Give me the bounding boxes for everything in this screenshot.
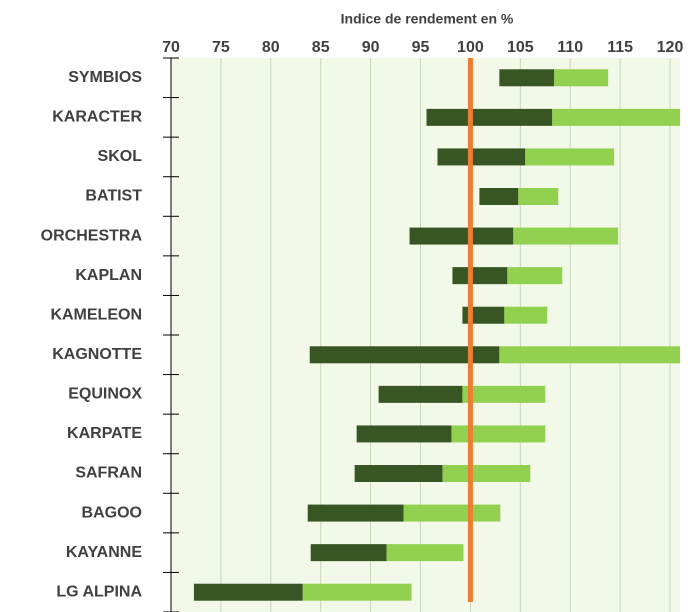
- bar-mid-high: [513, 227, 619, 245]
- bar-low-mid: [356, 425, 452, 443]
- y-tick-label: BAGOO: [82, 504, 142, 521]
- x-tick-label: 115: [607, 39, 633, 56]
- bar-low-mid: [409, 227, 514, 245]
- bar-low-mid: [452, 267, 508, 285]
- y-tick-label: KAPLAN: [75, 267, 142, 284]
- bar-low-mid: [307, 504, 404, 522]
- y-tick-label: SAFRAN: [75, 465, 142, 482]
- y-tick-label: SYMBIOS: [68, 69, 142, 86]
- x-tick-label: 95: [412, 39, 430, 56]
- bar-mid-high: [552, 108, 680, 126]
- x-tick-label: 110: [557, 39, 583, 56]
- y-tick-label: KAYANNE: [66, 544, 143, 561]
- bar-mid-high: [442, 465, 531, 482]
- bar-mid-high: [462, 385, 546, 403]
- bar-low-mid: [378, 385, 463, 403]
- bar-low-mid: [310, 544, 387, 562]
- plot-background: [171, 58, 680, 612]
- y-tick-label: KARPATE: [67, 425, 142, 442]
- bar-mid-high: [302, 583, 412, 601]
- bar-mid-high: [499, 346, 680, 364]
- y-tick-label: KARACTER: [52, 109, 142, 126]
- y-tick-label: LG ALPINA: [56, 583, 142, 600]
- bar-low-mid: [309, 346, 500, 364]
- bar-mid-high: [451, 425, 546, 443]
- axis-title: Indice de rendement en %: [341, 11, 514, 27]
- x-tick-label: 90: [362, 39, 380, 56]
- bar-mid-high: [386, 544, 464, 562]
- y-tick-label: KAMELEON: [50, 306, 142, 323]
- bar-mid-high: [507, 267, 563, 285]
- y-tick-label: KAGNOTTE: [52, 346, 142, 363]
- x-tick-label: 85: [312, 39, 330, 56]
- x-tick-label: 120: [657, 39, 684, 56]
- y-tick-label: SKOL: [98, 148, 143, 165]
- bar-low-mid: [193, 583, 303, 601]
- bar-low-mid: [479, 188, 519, 205]
- y-tick-label: EQUINOX: [68, 386, 142, 403]
- bar-low-mid: [437, 148, 526, 166]
- bars: [193, 69, 680, 601]
- x-tick-label: 80: [262, 39, 280, 56]
- bar-low-mid: [499, 69, 555, 87]
- y-tick-label: ORCHESTRA: [41, 227, 143, 244]
- x-tick-label: 75: [212, 39, 230, 56]
- x-tick-label: 100: [457, 39, 484, 56]
- y-tick-label: BATIST: [85, 188, 142, 205]
- x-tick-label: 105: [507, 39, 534, 56]
- bar-mid-high: [504, 306, 548, 324]
- bar-mid-high: [525, 148, 615, 166]
- bar-low-mid: [354, 465, 443, 482]
- x-tick-label: 70: [162, 39, 180, 56]
- bar-mid-high: [518, 188, 559, 205]
- bar-mid-high: [403, 504, 501, 522]
- bar-low-mid: [426, 108, 553, 126]
- bar-mid-high: [554, 69, 609, 87]
